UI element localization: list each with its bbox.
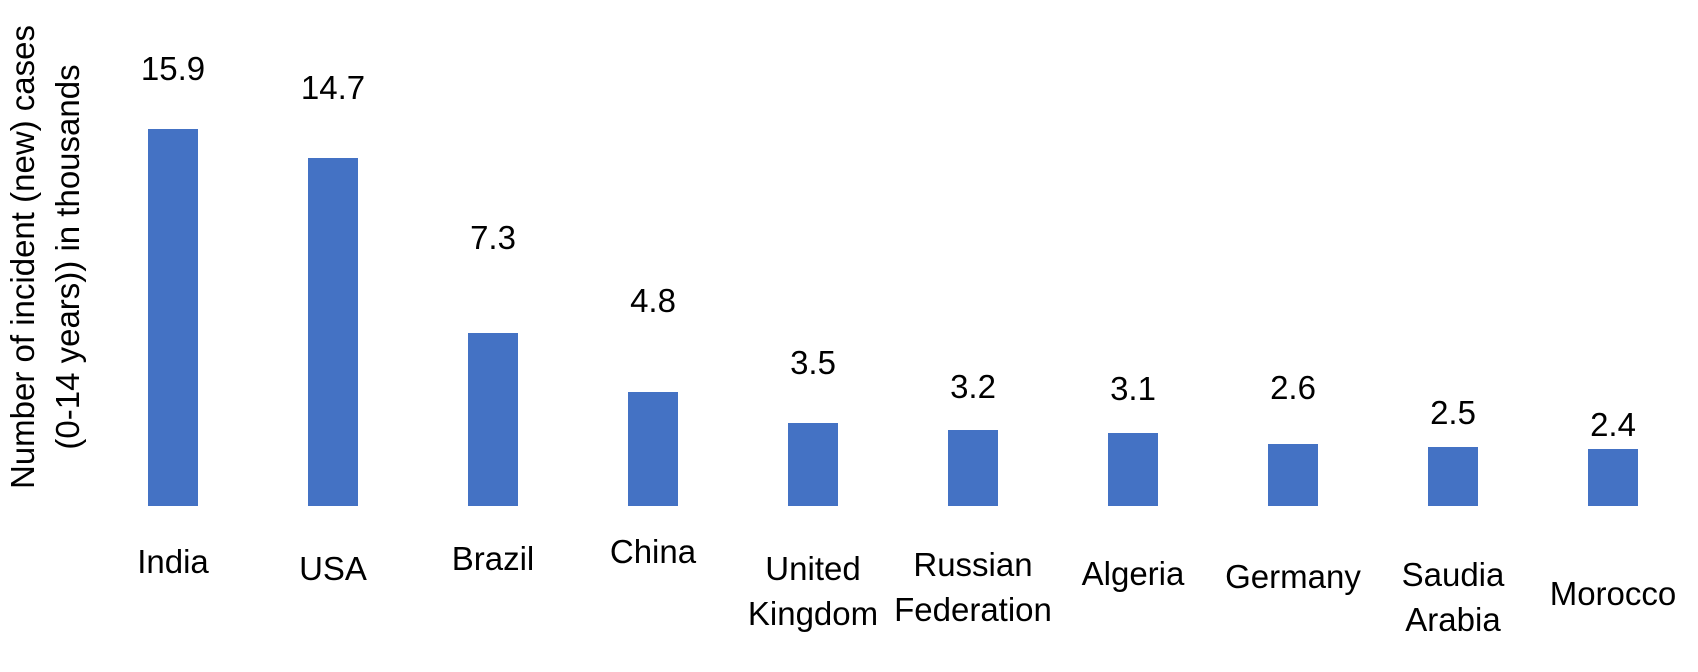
category-label-line: Brazil: [451, 540, 535, 577]
bar-value-label: 3.5: [790, 344, 836, 381]
category-label-line: Morocco: [1549, 575, 1677, 612]
bar-value-label: 2.5: [1430, 394, 1476, 431]
category-label-algeria: Algeria: [1033, 551, 1233, 596]
category-label-line: USA: [299, 550, 367, 587]
bar-column-usa: 14.7 USA: [253, 0, 413, 672]
bar-saudia-arabia: [1428, 447, 1478, 506]
bar-value-label: 2.4: [1590, 406, 1636, 443]
category-label-china: China: [553, 529, 753, 574]
bar-value-label: 2.6: [1270, 369, 1316, 406]
category-label-line: Algeria: [1081, 555, 1185, 592]
y-axis-label-line-1: Number of incident (new) cases: [4, 24, 41, 490]
plot-area: 15.9 India 14.7 USA 7.3 Brazil 4.8 China 3.5 Unit…: [93, 0, 1693, 672]
bar-germany: [1268, 444, 1318, 506]
bar-column-germany: 2.6 Germany: [1213, 0, 1373, 672]
category-label-line: Saudia: [1401, 556, 1505, 593]
category-label-line: China: [609, 533, 697, 570]
category-label-line: United: [765, 550, 861, 587]
bar-value-label: 3.2: [950, 368, 996, 405]
bar-column-algeria: 3.1 Algeria: [1053, 0, 1213, 672]
category-label-line: Russian: [913, 546, 1033, 583]
bar-value-label: 14.7: [300, 69, 366, 106]
category-label-line: Arabia: [1405, 601, 1501, 638]
y-axis-label: Number of incident (new) cases (0-14 yea…: [0, 25, 90, 489]
bar-column-china: 4.8 China: [573, 0, 733, 672]
bar-column-india: 15.9 India: [93, 0, 253, 672]
category-label-line: India: [137, 543, 209, 580]
bar-morocco: [1588, 449, 1638, 506]
bar-column-morocco: 2.4 Morocco: [1533, 0, 1693, 672]
category-label-india: India: [73, 539, 273, 584]
bar-algeria: [1108, 433, 1158, 506]
bar-brazil: [468, 333, 518, 506]
category-label-germany: Germany: [1193, 554, 1393, 599]
bar-column-united-kingdom: 3.5 United Kingdom: [733, 0, 893, 672]
category-label-line: Germany: [1225, 558, 1361, 595]
bar-russian-federation: [948, 430, 998, 506]
bar-united-kingdom: [788, 423, 838, 506]
y-axis-label-line-2: (0-14 years)) in thousands: [49, 64, 86, 450]
bar-column-brazil: 7.3 Brazil: [413, 0, 573, 672]
bar-usa: [308, 158, 358, 506]
category-label-morocco: Morocco: [1513, 571, 1698, 616]
bar-china: [628, 392, 678, 506]
category-label-brazil: Brazil: [393, 536, 593, 581]
bar-column-saudia-arabia: 2.5 Saudia Arabia: [1373, 0, 1533, 672]
category-label-line: Federation: [894, 591, 1052, 628]
bar-value-label: 15.9: [140, 50, 206, 87]
bar-value-label: 3.1: [1110, 370, 1156, 407]
bar-value-label: 4.8: [630, 282, 676, 319]
bar-value-label: 7.3: [470, 219, 516, 256]
category-label-line: Kingdom: [747, 595, 879, 632]
category-label-usa: USA: [233, 546, 433, 591]
category-label-russian-federation: Russian Federation: [873, 542, 1073, 632]
bar-column-russian-federation: 3.2 Russian Federation: [893, 0, 1053, 672]
category-label-saudia-arabia: Saudia Arabia: [1353, 552, 1553, 642]
category-label-united-kingdom: United Kingdom: [713, 546, 913, 636]
bar-india: [148, 129, 198, 506]
